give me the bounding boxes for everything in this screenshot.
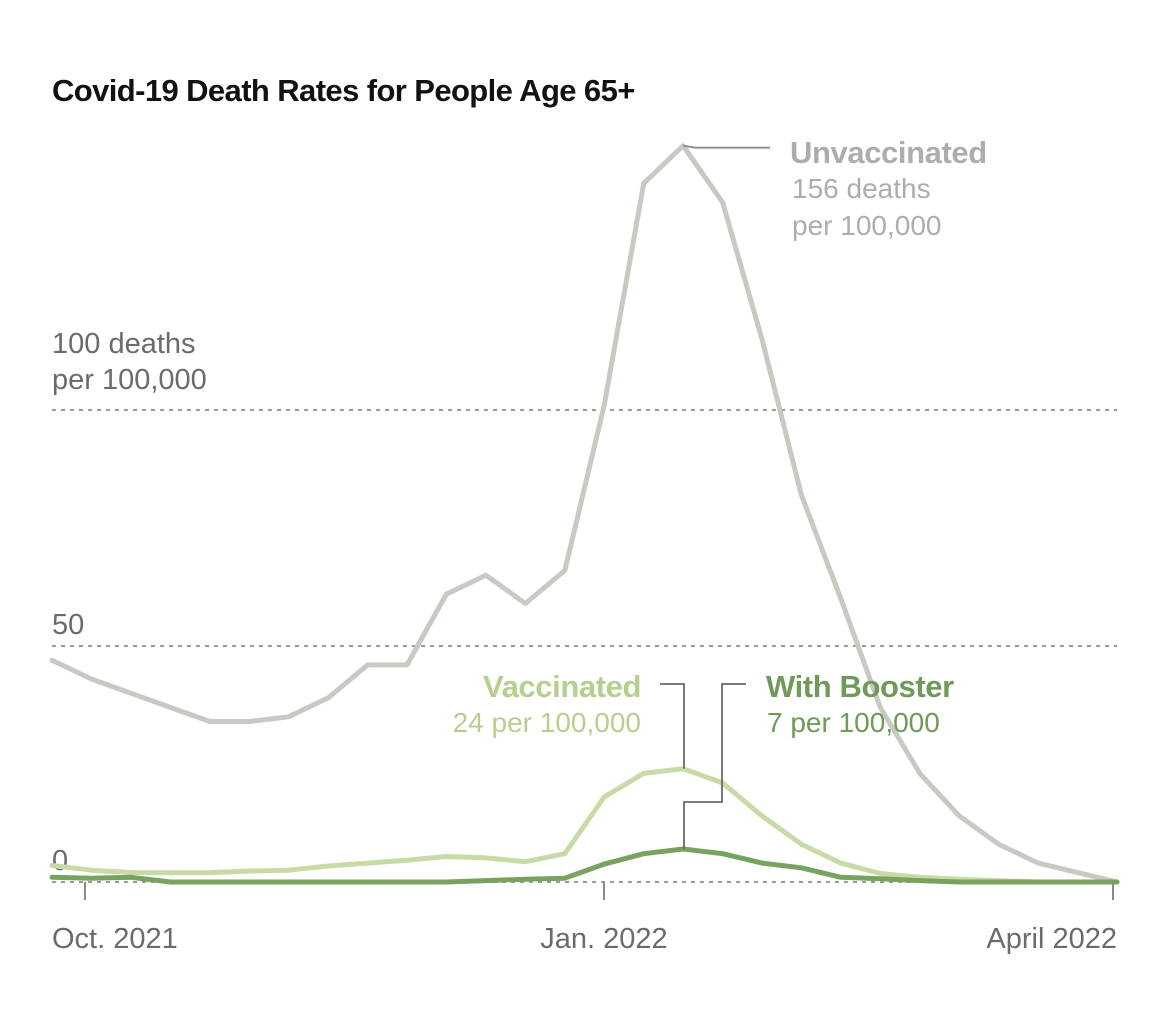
- y-tick-label-0: 0: [52, 845, 68, 877]
- leader-with-booster: [683, 683, 746, 849]
- gridlines: [52, 409, 1117, 883]
- leader-vaccinated: [660, 683, 685, 769]
- label-with-booster-line1: 7 per 100,000: [767, 707, 940, 738]
- label-unvaccinated-head: Unvaccinated: [790, 135, 987, 170]
- label-unvaccinated-line1: 156 deaths: [792, 173, 931, 204]
- label-unvaccinated-line2: per 100,000: [792, 210, 941, 241]
- y-tick-label-50: 50: [52, 609, 84, 641]
- label-vaccinated-line1: 24 per 100,000: [453, 707, 641, 738]
- y-tick-label-100-line1: 100 deaths: [52, 328, 196, 360]
- label-with-booster-head: With Booster: [766, 669, 954, 704]
- series-line-with-booster: [49, 846, 1120, 885]
- chart-title: Covid-19 Death Rates for People Age 65+: [52, 73, 635, 108]
- x-axis: Oct. 2021 Jan. 2022 April 2022: [52, 882, 1117, 955]
- label-vaccinated-head: Vaccinated: [483, 669, 641, 704]
- y-axis-labels: 0 50 100 deaths per 100,000: [52, 328, 207, 877]
- series-line-unvaccinated: [49, 143, 1120, 885]
- x-tick-label-1: Jan. 2022: [540, 923, 667, 955]
- x-tick-label-0: Oct. 2021: [52, 923, 178, 955]
- series-lines: [49, 143, 1120, 885]
- x-tick-label-2: April 2022: [986, 923, 1117, 955]
- y-tick-label-100-line2: per 100,000: [52, 364, 207, 396]
- series-line-vaccinated: [49, 766, 1120, 885]
- leader-unvaccinated: [682, 144, 770, 149]
